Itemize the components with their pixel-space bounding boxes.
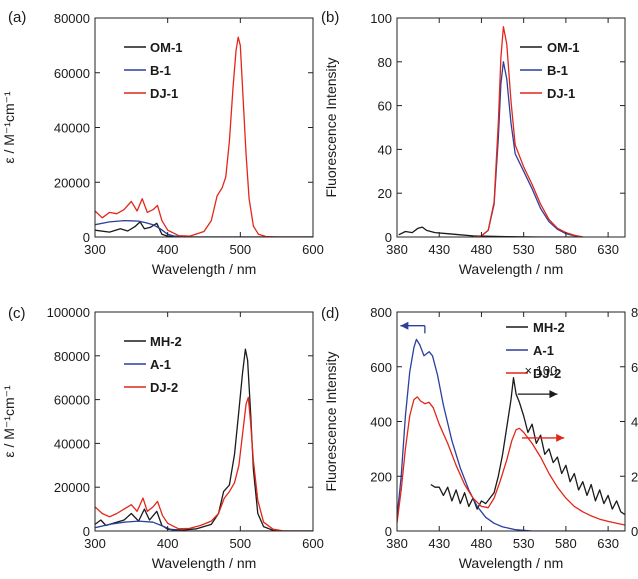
x-axis-label: Wavelength / nm (459, 555, 564, 571)
y-tick-label: 100 (370, 11, 392, 26)
panel-a: (a) 300 400 500 600 0 20000 40000 60000 80000 Wave… (1, 9, 324, 277)
x-tick-label: 630 (597, 536, 619, 551)
x-tick-label: 600 (302, 242, 324, 257)
y-tick-label: 80 (378, 55, 392, 70)
y-tick-label: 200 (370, 469, 392, 484)
y2-tick-label: 6 (631, 360, 638, 375)
series-line-dj-1 (95, 36, 313, 237)
legend-entry: A-1 (150, 357, 171, 372)
x-tick-label: 480 (471, 536, 493, 551)
x-tick-label: 480 (471, 242, 493, 257)
series-line-dj-2 (397, 396, 625, 526)
plot-frame (396, 17, 626, 238)
y-tick-label: 800 (370, 305, 392, 320)
series-line-dj-1 (472, 26, 583, 237)
y-axis-label: Fluorescence Intensity (323, 57, 339, 197)
x-tick-label: 500 (229, 536, 251, 551)
y-axis-label: ε / M⁻¹cm⁻¹ (1, 385, 17, 458)
y-tick-label: 60000 (54, 393, 90, 408)
series-line-om-1 (95, 221, 313, 237)
legend-entry: OM-1 (547, 40, 580, 55)
y2-tick-label: 4 (631, 415, 638, 430)
arrow-left-axis-head (400, 321, 409, 330)
plot-frame (396, 311, 626, 532)
series-line-mh-2 (95, 348, 313, 531)
x-tick-label: 530 (513, 536, 535, 551)
y-tick-label: 40 (378, 142, 392, 157)
x-tick-label: 630 (597, 242, 619, 257)
y-tick-label: 100000 (47, 305, 90, 320)
panel-label: (c) (8, 305, 26, 322)
legend-entry: OM-1 (150, 40, 183, 55)
x-tick-label: 380 (386, 536, 408, 551)
legend-entry: DJ-1 (547, 86, 575, 101)
panel-label: (d) (321, 305, 339, 322)
legend: MH-2 A-1 DJ-2 (124, 334, 182, 395)
x-tick-label: 580 (555, 536, 577, 551)
x-tick-label: 400 (157, 242, 179, 257)
panel-d: (d) 380 430 480 530 580 630 0 200 400 600 800 0 2 4 6 8 W… (321, 305, 638, 571)
legend-entry: DJ-2 (533, 366, 561, 381)
y-tick-label: 40000 (54, 436, 90, 451)
series-line-om-1 (398, 226, 583, 237)
y-tick-label: 0 (385, 524, 392, 539)
x-tick-label: 580 (555, 242, 577, 257)
y2-tick-label: 2 (631, 469, 638, 484)
x-tick-label: 530 (513, 242, 535, 257)
x-tick-label: 380 (386, 242, 408, 257)
plot-frame (94, 17, 314, 238)
y-tick-label: 400 (370, 415, 392, 430)
series-line-dj-2 (95, 396, 313, 531)
scale-annotation: × 100 (525, 363, 558, 378)
legend-entry: DJ-1 (150, 86, 178, 101)
x-tick-label: 430 (428, 242, 450, 257)
panel-label: (b) (321, 9, 339, 26)
panel-c: (c) 300 400 500 600 0 20000 40000 60000 80000 1000… (1, 305, 324, 571)
y-tick-label: 20 (378, 186, 392, 201)
x-tick-label: 500 (229, 242, 251, 257)
x-tick-label: 300 (84, 536, 106, 551)
x-axis-label: Wavelength / nm (152, 555, 257, 571)
y-tick-label: 20000 (54, 175, 90, 190)
x-tick-label: 300 (84, 242, 106, 257)
y-tick-label: 40000 (54, 121, 90, 136)
y-axis-label: Fluorescence Intensity (323, 351, 339, 491)
series-line-a-1 (397, 338, 625, 531)
legend-entry: MH-2 (150, 334, 182, 349)
legend-entry: B-1 (150, 63, 171, 78)
panel-b: (b) 380 430 480 530 580 630 0 20 40 60 80 100 Wavelen… (321, 9, 626, 277)
x-tick-label: 600 (302, 536, 324, 551)
plot-frame (94, 311, 314, 532)
legend-entry: B-1 (547, 63, 568, 78)
arrow-right-axis-red-head (556, 433, 565, 442)
y2-tick-label: 8 (631, 305, 638, 320)
panel-label: (a) (8, 9, 26, 26)
series-line-b-1 (95, 219, 313, 237)
y-tick-label: 0 (83, 524, 90, 539)
y-axis-label: ε / M⁻¹cm⁻¹ (1, 91, 17, 164)
y-tick-label: 80000 (54, 349, 90, 364)
legend: OM-1 B-1 DJ-1 (124, 40, 183, 101)
legend: MH-2 A-1 DJ-2 (506, 320, 565, 381)
x-tick-label: 430 (428, 536, 450, 551)
arrow-right-axis-black-head (549, 390, 558, 399)
y-tick-label: 60 (378, 99, 392, 114)
y-tick-label: 0 (83, 230, 90, 245)
y2-tick-label: 0 (631, 524, 638, 539)
x-axis-label: Wavelength / nm (459, 261, 564, 277)
y-tick-label: 20000 (54, 480, 90, 495)
x-axis-label: Wavelength / nm (152, 261, 257, 277)
y-tick-label: 60000 (54, 66, 90, 81)
legend-entry: DJ-2 (150, 380, 178, 395)
series-line-mh-2 (430, 377, 625, 516)
y-tick-label: 600 (370, 360, 392, 375)
legend: OM-1 B-1 DJ-1 (520, 40, 580, 101)
legend-entry: MH-2 (533, 320, 565, 335)
x-tick-label: 400 (157, 536, 179, 551)
legend-entry: A-1 (533, 343, 554, 358)
y-tick-label: 0 (385, 230, 392, 245)
y-tick-label: 80000 (54, 11, 90, 26)
